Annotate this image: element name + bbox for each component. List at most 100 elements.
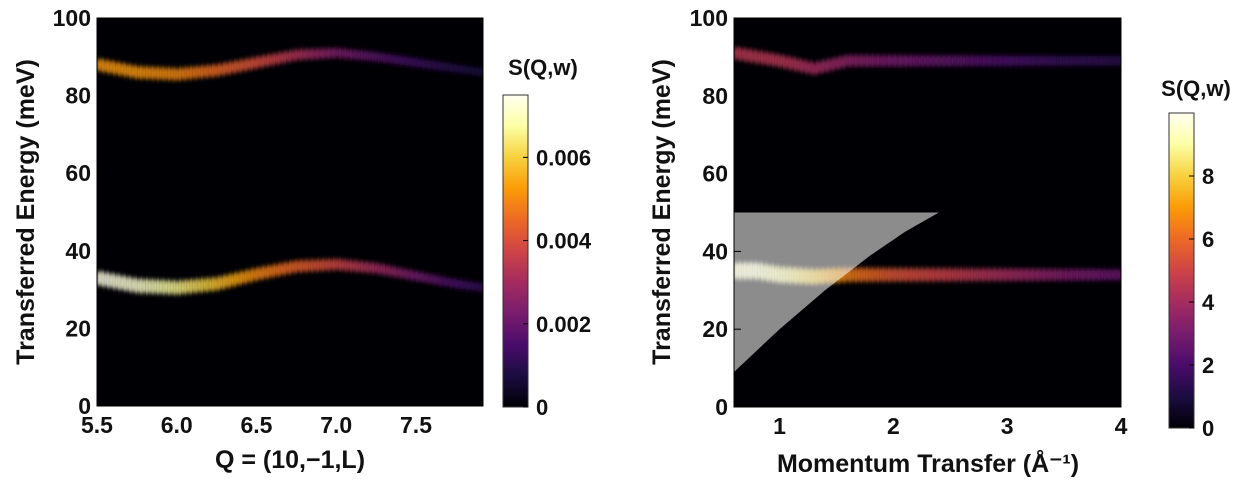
band-segment-upper: [1043, 55, 1050, 66]
left-colorbar-label: S(Q,w): [508, 55, 578, 80]
band-segment-upper: [910, 55, 918, 67]
band-segment-upper: [888, 55, 895, 67]
band-segment-lower: [135, 279, 142, 293]
right-x-axis-label: Momentum Transfer (Å⁻¹): [777, 449, 1079, 478]
band-segment-upper: [152, 67, 159, 80]
left-plot-background: [97, 18, 483, 406]
band-segment-upper: [794, 59, 801, 71]
band-segment-upper: [201, 65, 208, 78]
band-segment-upper: [471, 67, 479, 76]
band-segment-upper: [850, 55, 857, 67]
band-segment-upper: [1115, 56, 1121, 66]
band-segment-lower: [433, 275, 440, 285]
band-segment-lower: [394, 267, 401, 278]
band-segment-upper: [306, 49, 313, 60]
x-tick-label: 7.0: [320, 412, 352, 438]
band-segment-lower: [168, 280, 175, 294]
band-segment-lower: [1115, 269, 1121, 280]
band-segment-upper: [827, 58, 835, 71]
band-segment-lower: [888, 268, 895, 282]
right-shaded-region: [734, 212, 939, 372]
band-segment-lower: [312, 260, 319, 271]
band-segment-lower: [146, 279, 153, 293]
band-segment-lower: [323, 259, 330, 271]
band-segment-upper: [367, 51, 374, 61]
band-segment-lower: [273, 264, 280, 276]
x-tick-label: 5.5: [81, 412, 113, 438]
band-segment-upper: [866, 55, 873, 67]
band-segment-upper: [245, 58, 252, 70]
band-segment-lower: [405, 269, 412, 280]
band-segment-lower: [207, 278, 214, 291]
band-segment-lower: [378, 264, 385, 275]
band-segment-lower: [163, 280, 170, 294]
band-segment-lower: [949, 268, 956, 281]
band-segment-upper: [262, 55, 269, 67]
band-segment-upper: [339, 48, 346, 59]
band-segment-lower: [1054, 269, 1061, 281]
band-segment-lower: [350, 260, 357, 272]
band-segment-upper: [273, 53, 280, 64]
band-segment-upper: [1065, 55, 1072, 66]
band-segment-lower: [256, 267, 264, 280]
band-segment-upper: [811, 62, 818, 75]
band-segment-lower: [1087, 269, 1094, 281]
right-colorbar: [1168, 112, 1195, 429]
band-segment-upper: [251, 57, 258, 69]
band-segment-upper: [361, 51, 368, 61]
band-segment-upper: [168, 68, 175, 80]
x-tick-label: 7.5: [400, 412, 432, 438]
band-segment-upper: [944, 55, 951, 66]
band-segment-lower: [345, 260, 352, 271]
band-segment-lower: [229, 274, 236, 287]
band-segment-lower: [102, 272, 109, 287]
band-segment-lower: [251, 268, 258, 281]
band-segment-upper: [1082, 55, 1089, 66]
band-segment-lower: [955, 268, 962, 281]
y-tick-label: 20: [65, 315, 91, 341]
band-segment-lower: [218, 276, 225, 289]
band-segment-upper: [438, 62, 445, 71]
band-segment-lower: [855, 268, 862, 282]
band-segment-upper: [767, 53, 774, 66]
band-segment-lower: [372, 263, 379, 274]
band-segment-lower: [905, 268, 912, 282]
band-segment-lower: [328, 259, 335, 270]
band-segment-upper: [805, 61, 812, 74]
x-tick-label: 1: [773, 413, 786, 439]
right-y-axis: 0 20 40 60 80 100: [690, 5, 1122, 420]
band-segment-upper: [256, 56, 264, 68]
x-tick-label: 3: [1001, 413, 1014, 439]
band-segment-lower: [290, 261, 297, 273]
band-segment-upper: [977, 55, 984, 66]
band-segment-lower: [223, 275, 230, 288]
band-segment-lower: [944, 268, 951, 281]
band-segment-lower: [416, 272, 423, 282]
band-segment-lower: [157, 280, 164, 294]
band-segment-upper: [872, 55, 879, 67]
band-segment-upper: [477, 68, 483, 76]
band-segment-upper: [1104, 56, 1111, 66]
band-segment-lower: [267, 265, 275, 277]
y-tick-label: 100: [690, 5, 728, 31]
band-segment-lower: [339, 259, 346, 271]
band-segment-lower: [1093, 269, 1100, 281]
band-segment-upper: [334, 48, 341, 58]
band-segment-upper: [427, 60, 434, 69]
band-segment-upper: [971, 55, 978, 66]
band-segment-upper: [1076, 55, 1083, 66]
band-segment-lower: [262, 266, 269, 279]
band-segment-upper: [350, 50, 357, 60]
band-segment-lower: [234, 272, 241, 285]
band-segment-upper: [389, 54, 396, 64]
band-segment-lower: [1104, 269, 1111, 281]
left-x-axis-label: Q = (10,−1,L): [215, 446, 365, 474]
band-segment-upper: [411, 58, 418, 67]
band-segment-lower: [866, 268, 873, 282]
band-segment-upper: [927, 55, 934, 67]
band-segment-lower: [113, 274, 120, 289]
band-segment-lower: [190, 279, 197, 293]
band-segment-lower: [367, 262, 374, 273]
band-segment-upper: [955, 55, 962, 66]
band-segment-upper: [1093, 56, 1100, 66]
